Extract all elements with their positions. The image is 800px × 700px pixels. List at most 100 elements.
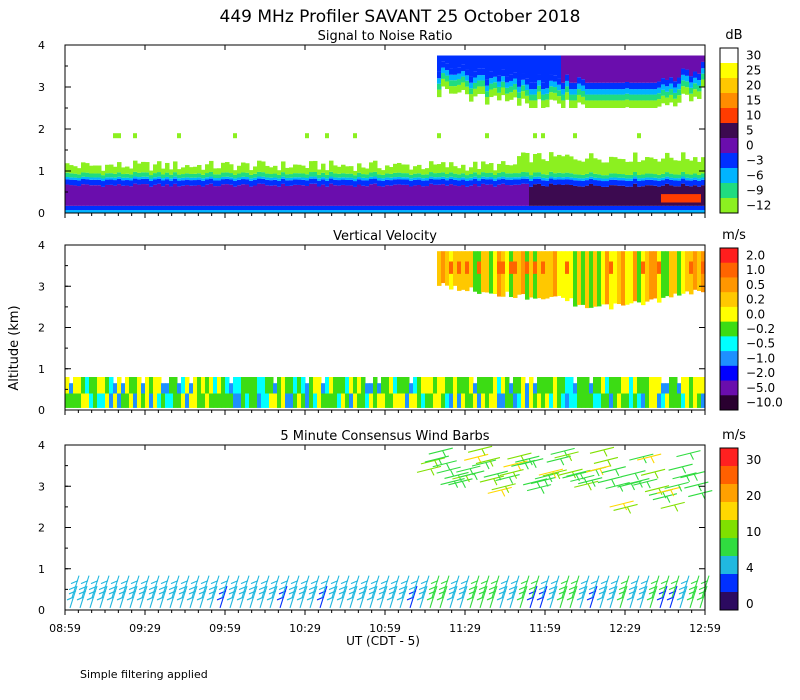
snr-cell	[153, 164, 158, 174]
snr-cell	[597, 94, 602, 101]
snr-cell	[625, 93, 630, 100]
wind-barb	[638, 575, 650, 598]
snr-cell	[373, 171, 378, 177]
vv-cell	[417, 393, 422, 408]
snr-cell	[325, 205, 330, 211]
snr-cell	[697, 180, 702, 187]
snr-cell	[461, 64, 466, 72]
snr-cell	[557, 179, 562, 185]
snr-cell	[545, 174, 550, 179]
snr-cell	[581, 180, 586, 187]
snr-cell	[553, 156, 558, 174]
colorbar-label: 1.0	[746, 263, 765, 277]
snr-cell	[461, 177, 466, 180]
snr-cell	[321, 205, 326, 211]
snr-cell	[221, 210, 226, 213]
snr-cell	[265, 165, 270, 174]
snr-cell	[177, 186, 182, 206]
vv-cell	[269, 377, 274, 394]
snr-cell	[441, 210, 446, 213]
vv-cell	[481, 377, 486, 394]
snr-cell	[677, 205, 682, 211]
vv-cell	[397, 377, 402, 394]
snr-cell	[465, 69, 470, 76]
snr-cell	[461, 173, 466, 178]
wind-barb	[448, 575, 460, 598]
wind-barb	[278, 575, 290, 598]
snr-cell	[445, 55, 450, 64]
x-tick-label: 09:29	[129, 622, 161, 635]
snr-cell	[101, 181, 106, 187]
vv-cell	[437, 393, 442, 408]
vv-cell	[181, 377, 186, 394]
snr-cell	[169, 178, 174, 181]
vv-cell	[561, 393, 566, 408]
snr-cell	[657, 174, 662, 179]
vv-cell	[561, 377, 566, 394]
snr-cell	[513, 55, 518, 73]
snr-cell	[629, 174, 634, 179]
y-tick-label: 3	[38, 480, 45, 493]
snr-cell	[69, 185, 74, 206]
snr-cell	[533, 172, 538, 177]
vv-cell	[389, 393, 394, 408]
snr-cell	[129, 178, 134, 181]
snr-cell	[493, 70, 498, 77]
snr-cell	[449, 80, 454, 87]
snr-cell	[313, 160, 318, 172]
snr-cell	[673, 98, 678, 107]
vv-cell	[661, 393, 666, 408]
colorbar-frame	[719, 447, 739, 611]
snr-cell	[329, 171, 334, 177]
snr-cell	[617, 205, 622, 211]
snr-cell	[337, 177, 342, 181]
snr-cell	[601, 205, 606, 211]
snr-cell	[169, 174, 174, 179]
wind-barb	[446, 585, 458, 609]
wind-barb	[496, 585, 508, 609]
vv-cell	[313, 377, 318, 394]
vv-cell	[469, 251, 474, 288]
vv-cell	[93, 377, 98, 394]
figure-title: 449 MHz Profiler SAVANT 25 October 2018	[220, 7, 581, 27]
snr-cell	[585, 100, 590, 108]
snr-cell	[649, 210, 654, 213]
y-tick-label: 4	[38, 239, 45, 252]
snr-cell	[117, 210, 122, 213]
snr-cell	[401, 205, 406, 211]
vv-cell	[189, 383, 194, 394]
vv-cell	[109, 377, 114, 394]
wind-barb	[258, 575, 270, 598]
vv-cell	[605, 251, 610, 305]
wind-barb	[507, 452, 532, 463]
vv-cell	[401, 393, 406, 408]
vv-cell	[69, 383, 74, 394]
wind-barb	[96, 585, 108, 609]
snr-cell	[341, 177, 346, 180]
snr-cell	[677, 55, 682, 78]
snr-cell	[313, 210, 318, 213]
snr-cell	[345, 177, 350, 180]
colorbar-label: 10	[746, 109, 761, 123]
snr-cell	[617, 100, 622, 108]
snr-cell	[661, 78, 666, 85]
snr-cell	[105, 205, 110, 211]
vv-cell	[413, 377, 418, 394]
snr-cell	[157, 183, 162, 206]
snr-cell	[581, 186, 586, 206]
snr-cell	[689, 178, 694, 181]
vv-cell	[413, 393, 418, 408]
snr-cell	[649, 55, 654, 83]
wind-barb	[668, 463, 693, 474]
snr-cell	[485, 164, 490, 174]
snr-cell	[265, 205, 270, 211]
snr-cell	[337, 166, 342, 174]
snr-cell	[281, 210, 286, 213]
snr-cell	[593, 210, 598, 213]
snr-cell	[165, 205, 170, 211]
colorbar-swatch	[720, 183, 738, 199]
snr-cell	[681, 210, 686, 213]
vv-cell	[533, 261, 538, 274]
snr-cell	[289, 210, 294, 213]
snr-cell	[541, 177, 546, 181]
